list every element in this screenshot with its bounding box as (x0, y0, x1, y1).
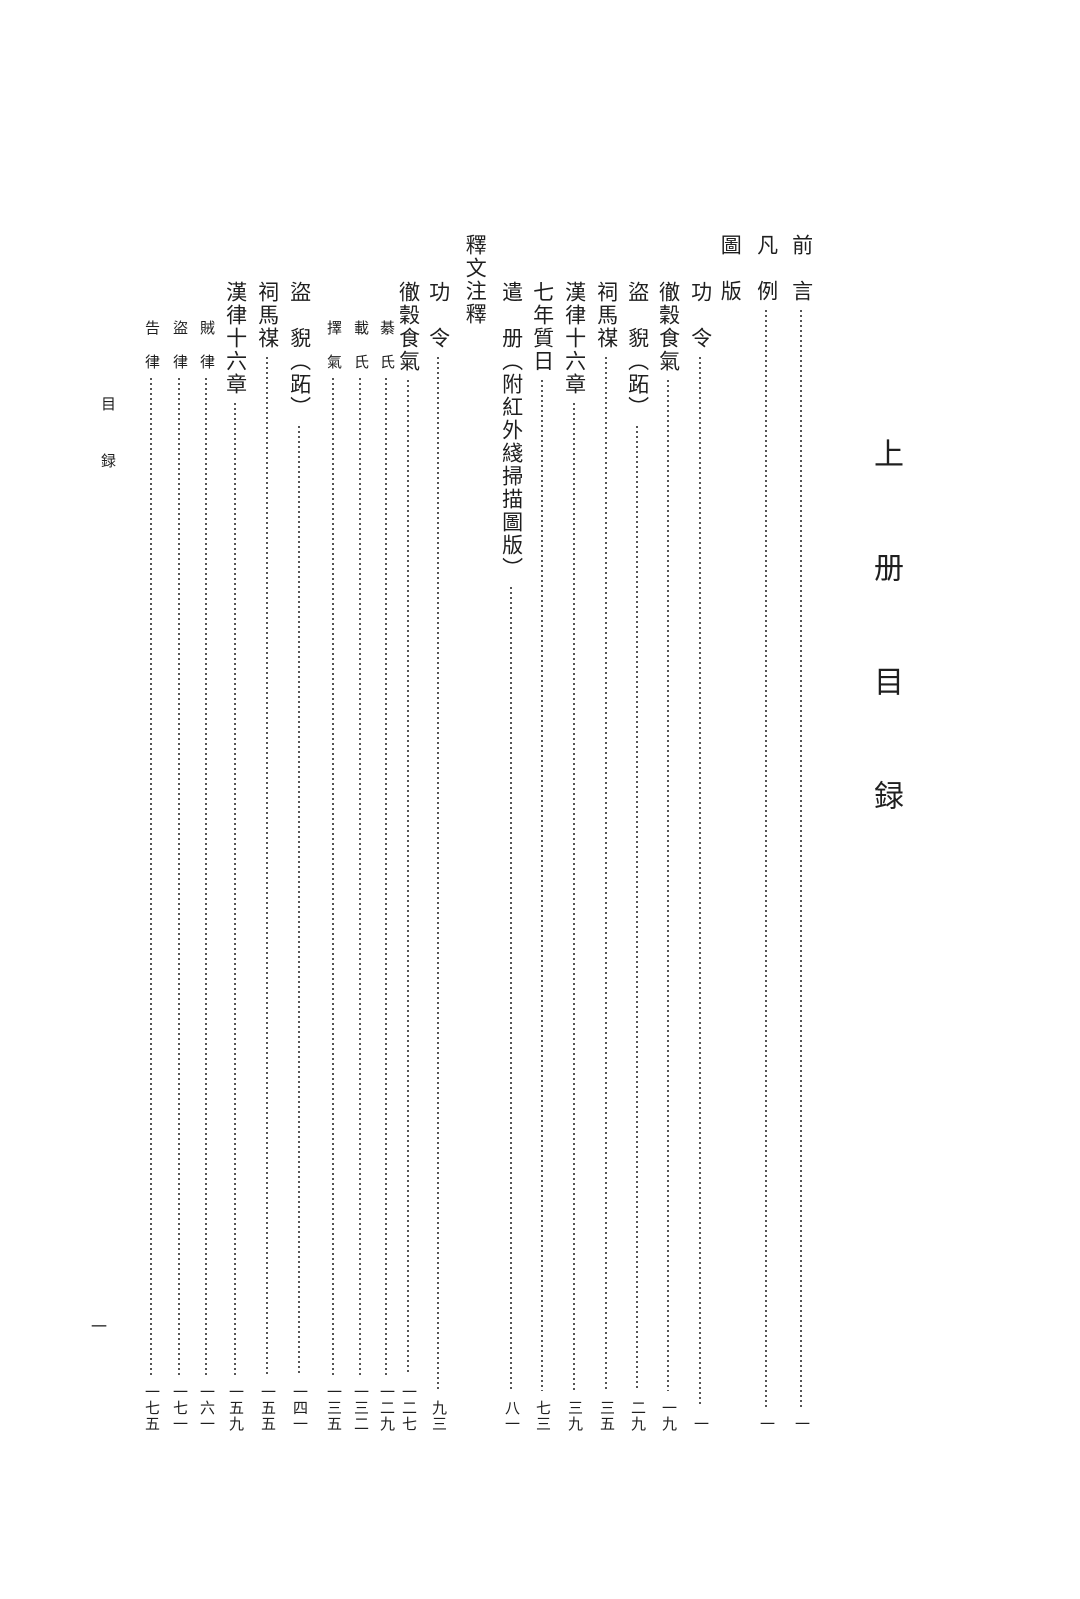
toc-entry-tuban-hanlv: 漢律十六章 三九 (559, 281, 589, 1432)
toc-entry-fanli: 凡 例 一 (751, 234, 781, 1432)
toc-entry-shiwen-gongling: 功 令 九三 (423, 281, 453, 1432)
toc-subentry-zeilv: 賊 律 一六一 (194, 320, 218, 1432)
entry-page-number: 一 (692, 1416, 708, 1432)
entry-title: 擇 氣 (325, 320, 341, 371)
entry-page-number: 一七五 (143, 1384, 159, 1432)
dotted-leader (234, 403, 236, 1375)
dotted-leader (178, 378, 180, 1375)
entry-title: 賊 律 (198, 320, 214, 371)
dotted-leader (605, 357, 607, 1391)
dotted-leader (437, 357, 439, 1391)
toc-entry-shiwen-daozhi: 盜 貎（跖） 一四一 (284, 281, 314, 1432)
entry-title: 綦 氏 (378, 320, 394, 371)
dotted-leader (205, 378, 207, 1375)
entry-title: 告 律 (143, 320, 159, 371)
entry-page-number: 二九 (629, 1400, 645, 1432)
entry-page-number: 一二九 (378, 1384, 394, 1432)
entry-title: 載 氏 (352, 320, 368, 371)
entry-page-number: 七三 (534, 1400, 550, 1432)
dotted-leader (541, 380, 543, 1391)
entry-page-number: 九三 (430, 1400, 446, 1432)
toc-subentry-daolv: 盜 律 一七一 (167, 320, 191, 1432)
toc-entry-shiwen-cimamei: 祠馬禖 一五五 (252, 281, 282, 1432)
dotted-leader (699, 357, 701, 1407)
entry-title: 前 言 (789, 234, 814, 303)
margin-running-title: 目 録 (99, 396, 115, 472)
toc-entry-tuban-chegushiqi: 徹穀食氣 一九 (653, 281, 683, 1432)
dotted-leader (266, 357, 268, 1375)
entry-title: 功 令 (688, 281, 713, 350)
toc-subentry-zaishi: 載 氏 一三二 (348, 320, 372, 1432)
entry-title: 徹穀食氣 (656, 281, 681, 373)
entry-page-number: 一 (758, 1416, 774, 1432)
toc-entry-tuban-daozhi: 盜 貎（跖） 二九 (622, 281, 652, 1432)
entry-title: 祠馬禖 (594, 281, 619, 350)
entry-title: 功 令 (426, 281, 451, 350)
entry-page-number: 一三五 (325, 1384, 341, 1432)
dotted-leader (359, 378, 361, 1375)
dotted-leader (298, 426, 300, 1375)
section-header-shiwen: 釋文注釋 (463, 234, 488, 326)
toc-subentry-zeqi: 擇 氣 一三五 (321, 320, 345, 1432)
entry-title: 盜 貎（跖） (625, 281, 650, 419)
toc-entry-shiwen-chegushiqi: 徹穀食氣 一二七 (393, 281, 423, 1432)
dotted-leader (573, 403, 575, 1391)
entry-page-number: 一五九 (227, 1384, 243, 1432)
dotted-leader (385, 378, 387, 1375)
entry-page-number: 一三二 (352, 1384, 368, 1432)
dotted-leader (150, 378, 152, 1375)
entry-title: 漢律十六章 (223, 281, 248, 396)
volume-title: 上 册 目 録 (869, 438, 902, 837)
entry-title: 徹穀食氣 (396, 281, 421, 373)
margin-folio-number: 一 (90, 1319, 107, 1336)
entry-title: 七年質日 (530, 281, 555, 373)
entry-title: 遣 册（附紅外綫掃描圖版） (499, 281, 524, 580)
dotted-leader (800, 310, 802, 1407)
entry-page-number: 一六一 (198, 1384, 214, 1432)
entry-page-number: 一五五 (259, 1384, 275, 1432)
toc-entry-shiwen-hanlv: 漢律十六章 一五九 (220, 281, 250, 1432)
entry-title: 盜 貎（跖） (287, 281, 312, 419)
entry-page-number: 一二七 (400, 1384, 416, 1432)
dotted-leader (667, 380, 669, 1391)
toc-entry-tuban-gongling: 功 令 一 (685, 281, 715, 1432)
entry-title: 凡 例 (754, 234, 779, 303)
entry-title: 祠馬禖 (255, 281, 280, 350)
entry-page-number: 一七一 (171, 1384, 187, 1432)
toc-entry-tuban-zhiri: 七年質日 七三 (527, 281, 557, 1432)
dotted-leader (765, 310, 767, 1407)
toc-entry-tuban-cimamei: 祠馬禖 三五 (591, 281, 621, 1432)
toc-entry-tuban-qiance: 遣 册（附紅外綫掃描圖版） 八一 (496, 281, 526, 1432)
toc-entry-qianyan: 前 言 一 (786, 234, 816, 1432)
dotted-leader (510, 587, 512, 1391)
entry-page-number: 一 (793, 1416, 809, 1432)
dotted-leader (332, 378, 334, 1375)
entry-title: 漢律十六章 (562, 281, 587, 396)
entry-page-number: 三九 (566, 1400, 582, 1432)
entry-page-number: 一四一 (291, 1384, 307, 1432)
entry-page-number: 八一 (503, 1400, 519, 1432)
dotted-leader (407, 380, 409, 1375)
entry-page-number: 一九 (660, 1400, 676, 1432)
toc-subentry-qishi: 綦 氏 一二九 (374, 320, 398, 1432)
entry-page-number: 三五 (598, 1400, 614, 1432)
section-header-tuban: 圖 版 (718, 234, 743, 303)
entry-title: 盜 律 (171, 320, 187, 371)
toc-subentry-gaolv: 告 律 一七五 (139, 320, 163, 1432)
dotted-leader (636, 426, 638, 1391)
